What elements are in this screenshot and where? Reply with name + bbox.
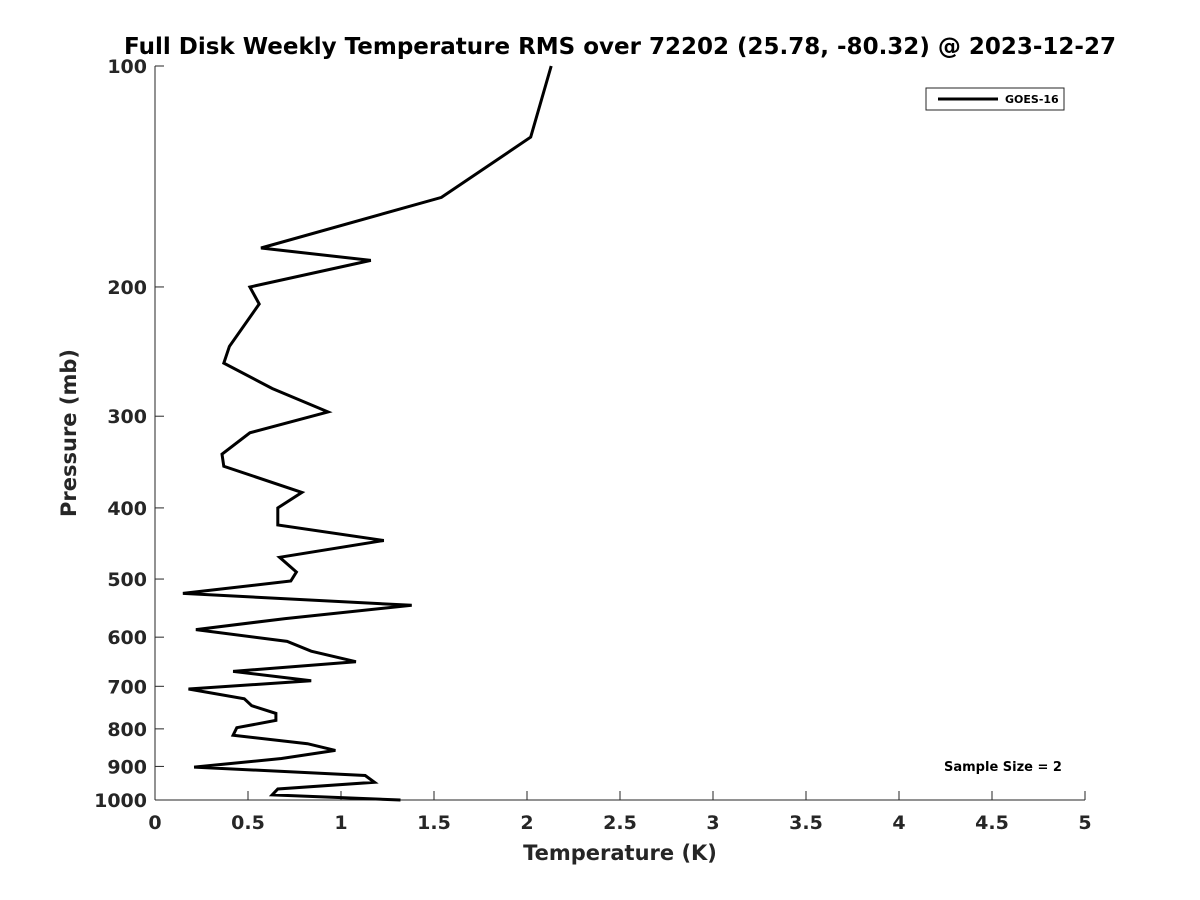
y-tick-label: 200 xyxy=(107,277,147,299)
y-tick-label: 800 xyxy=(107,719,147,741)
x-tick-label: 1.5 xyxy=(417,812,451,834)
y-tick-label: 300 xyxy=(107,406,147,428)
x-tick-label: 5 xyxy=(1078,812,1091,834)
y-ticks: 100 200 300 400 500 600 700 800 900 1000 xyxy=(94,56,164,812)
x-tick-label: 2.5 xyxy=(603,812,637,834)
x-axis-label: Temperature (K) xyxy=(523,841,717,865)
x-tick-label: 0 xyxy=(148,812,161,834)
y-tick-label: 900 xyxy=(107,756,147,778)
y-tick-label: 600 xyxy=(107,627,147,649)
y-tick-label: 1000 xyxy=(94,790,147,812)
x-tick-label: 4 xyxy=(892,812,905,834)
x-tick-label: 4.5 xyxy=(975,812,1009,834)
y-tick-label: 500 xyxy=(107,569,147,591)
series-line-goes-16 xyxy=(182,65,553,802)
x-tick-label: 3 xyxy=(706,812,719,834)
x-ticks: 0 0.5 1 1.5 2 2.5 3 3.5 4 4.5 5 xyxy=(148,791,1092,834)
x-tick-label: 3.5 xyxy=(789,812,823,834)
chart-title: Full Disk Weekly Temperature RMS over 72… xyxy=(124,34,1116,60)
y-tick-label: 400 xyxy=(107,498,147,520)
series-layer xyxy=(182,65,553,802)
x-tick-label: 1 xyxy=(334,812,347,834)
x-tick-label: 2 xyxy=(520,812,533,834)
sample-size-annotation: Sample Size = 2 xyxy=(944,760,1062,775)
y-axis-label: Pressure (mb) xyxy=(57,349,81,517)
x-tick-label: 0.5 xyxy=(231,812,265,834)
y-tick-label: 100 xyxy=(107,56,147,78)
y-tick-label: 700 xyxy=(107,676,147,698)
legend: GOES-16 xyxy=(925,87,1065,111)
legend-label-goes-16: GOES-16 xyxy=(1005,93,1059,106)
